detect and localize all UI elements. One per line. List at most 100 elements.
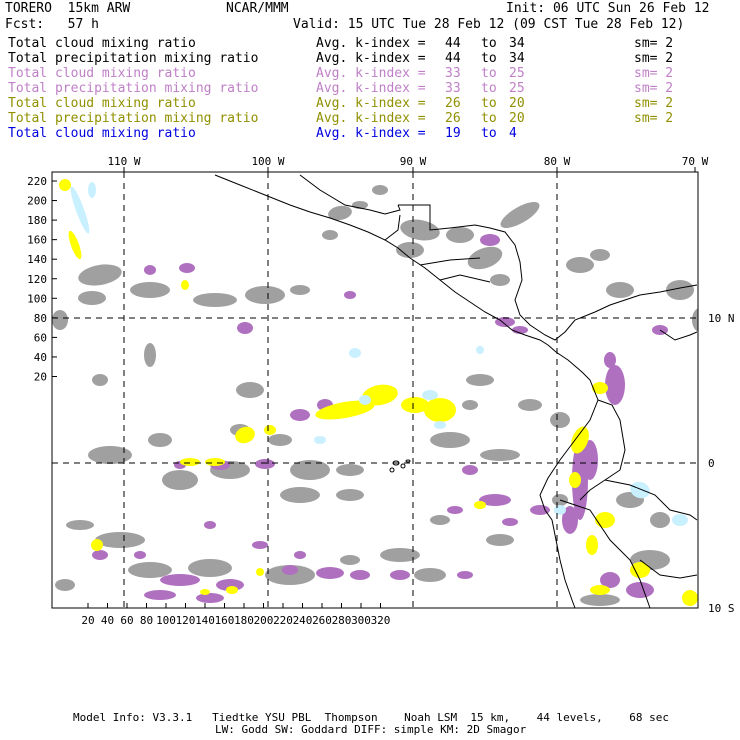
cloud-blob [518,399,542,411]
coastline [579,399,626,501]
heavy-precip-blob [569,472,581,488]
physics-info: LW: Godd SW: Goddard DIFF: simple KM: 2D… [215,723,527,736]
valid-time: Valid: 15 UTC Tue 28 Feb 12 (09 CST Tue … [293,17,685,32]
cloud-blob [650,512,670,528]
precip-blob [290,409,310,421]
heavy-precip-blob [180,458,200,466]
legend-index-label: Avg. k-index = [316,126,434,141]
map-frame [51,171,699,609]
x-tick-label: 320 [371,614,391,627]
precip-blob [502,518,518,526]
coastline [214,174,549,346]
coastline-layer [214,174,698,608]
heavy-precip-blob [474,501,486,509]
y-tick-label: 20 [34,371,47,384]
cloud-blob [590,249,610,261]
legend-range-end: 25 [509,66,525,81]
heavy-precip-blob [59,179,71,191]
y-tick-label: 200 [27,195,47,208]
heavy-precip-blob [682,590,698,606]
heavy-precip-blob [264,425,276,435]
x-tick-label: 260 [312,614,332,627]
precip-blob [144,590,176,600]
legend-range-end: 34 [509,36,525,51]
heavy-precip-blob [315,400,375,420]
x-tick-label: 200 [254,614,274,627]
x-tick-label: 300 [351,614,371,627]
legend-field-name: Total cloud mixing ratio [8,36,196,51]
cloud-blob [280,487,320,503]
heavy-precip-blob [401,397,429,413]
field-layer [52,179,698,606]
model-info: Model Info: V3.3.1 Tiedtke YSU PBL Thomp… [73,711,670,724]
legend-range-word: to [481,81,497,96]
cloud-blob [290,285,310,295]
high-cloud-blob [422,390,438,400]
precip-blob [160,574,200,586]
cloud-blob [580,594,620,606]
precip-blob [196,593,224,603]
legend-field-name: Total precipitation mixing ratio [8,81,259,96]
forecast-hour: Fcst: 57 h [5,17,99,32]
x-tick-label: 80 [140,614,153,627]
legend-range-end: 4 [509,126,517,141]
heavy-precip-blob [362,384,398,406]
high-cloud-blob [359,395,371,405]
legend-range-end: 20 [509,111,525,126]
high-cloud-blob [88,182,96,198]
precip-blob [294,551,306,559]
legend-smoothing: sm= 2 [634,36,674,51]
precip-blob [530,505,550,515]
precip-blob [457,571,473,579]
legend-row: Total cloud mixing ratio Avg. k-index = 4… [8,36,733,51]
cloud-blob [414,568,446,582]
lon-label: 70 W [682,155,709,168]
org-label: NCAR/MMM [226,1,289,16]
precip-blob [252,541,268,549]
cloud-blob [88,446,132,464]
island [400,463,406,469]
cloud-blob [236,382,264,398]
legend-row: Total precipitation mixing ratio Avg. k-i… [8,111,733,126]
legend-range-word: to [481,111,497,126]
legend-row: Total cloud mixing ratio Avg. k-index = 2… [8,96,733,111]
x-tick-label: 100 [156,614,176,627]
precip-blob [282,565,298,575]
heavy-precip-blob [595,512,615,528]
legend-smoothing: sm= 2 [634,51,674,66]
precip-blob [479,494,511,506]
cloud-blob [162,470,198,490]
y-tick-label: 60 [34,331,47,344]
cloud-blob [372,185,388,195]
island [405,459,411,463]
legend-range-start: 19 [445,126,461,141]
legend-field-name: Total precipitation mixing ratio [8,111,259,126]
y-tick-label: 120 [27,273,47,286]
cloud-blob [606,282,634,298]
heavy-precip-blob [571,426,589,454]
precip-blob [144,265,156,275]
precip-blob [582,440,598,480]
precip-blob [600,572,620,588]
precip-blob [480,234,500,246]
precip-blob [562,506,578,534]
cloud-blob [193,293,237,307]
heavy-precip-blob [68,230,82,260]
lon-label: 110 W [107,155,140,168]
cloud-blob [430,515,450,525]
coastline [559,499,651,608]
legend-index-label: Avg. k-index = [316,81,434,96]
legend-row: Total precipitation mixing ratio Avg. k-i… [8,51,733,66]
cloud-blob [188,559,232,577]
legend-smoothing: sm= 2 [634,81,674,96]
coastline [419,257,481,266]
coastline [299,174,401,215]
high-cloud-blob [476,346,484,354]
cloud-blob [66,520,94,530]
coastline [639,559,698,579]
y-tick-label: 180 [27,214,47,227]
cloud-blob [245,286,285,304]
legend-index-label: Avg. k-index = [316,36,434,51]
